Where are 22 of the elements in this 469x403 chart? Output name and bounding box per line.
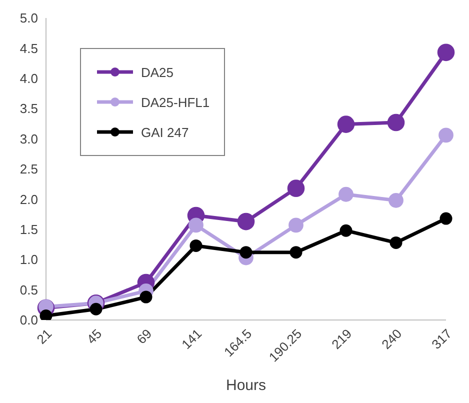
y-tick-label: 5.0 (20, 10, 38, 26)
x-tick-label: 45 (84, 326, 105, 347)
legend-label: DA25-HFL1 (141, 94, 210, 110)
x-tick-label: 240 (378, 326, 405, 352)
y-tick-label: 4.5 (20, 40, 38, 56)
y-tick-label: 3.0 (20, 131, 38, 146)
y-tick-label: 3.5 (20, 101, 38, 116)
y-tick-label: 0.5 (20, 282, 38, 298)
x-tick-label: 21 (34, 326, 55, 347)
x-tick-label: 69 (134, 326, 155, 347)
y-tick-label: 0.0 (20, 312, 38, 328)
x-tick-label: 219 (328, 326, 355, 352)
x-tick-label: 141 (178, 326, 205, 352)
x-tick-label: 317 (428, 326, 455, 352)
y-tick-label: 4.0 (20, 71, 38, 86)
legend-label: GAI 247 (141, 124, 189, 140)
y-tick-label: 1.0 (20, 252, 38, 268)
x-axis-title: Hours (226, 377, 266, 394)
y-tick-label: 2.5 (20, 162, 38, 177)
y-tick-label: 2.0 (20, 192, 38, 207)
y-tick-label: 1.5 (20, 222, 38, 238)
legend-label: DA25 (141, 64, 174, 80)
